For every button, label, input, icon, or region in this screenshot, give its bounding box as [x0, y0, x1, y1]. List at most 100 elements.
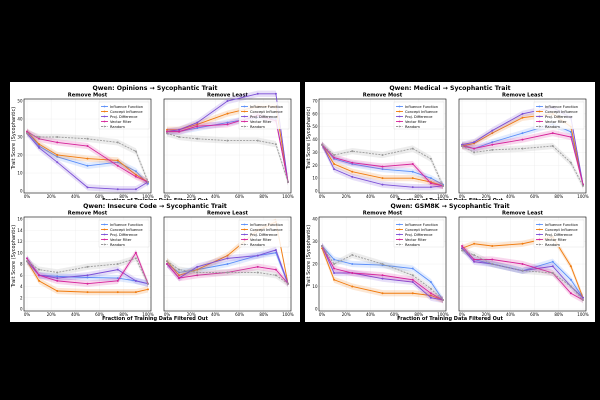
panel-frame — [163, 216, 292, 312]
x-tick-label: 20% — [342, 194, 351, 199]
data-point — [582, 296, 584, 299]
panel-subtitle: Remove Least — [207, 211, 249, 217]
data-point — [86, 145, 89, 147]
x-tick-label: 60% — [95, 194, 104, 199]
data-point — [491, 148, 494, 151]
chart-1: Qwen: Medical → Sycophantic Trait Trait S… — [305, 82, 595, 204]
confidence-band — [462, 245, 583, 301]
panel-frame — [458, 98, 587, 194]
data-point — [26, 132, 28, 135]
data-point — [134, 170, 137, 173]
legend-label: Random — [110, 243, 125, 247]
data-point — [26, 130, 28, 133]
data-point — [166, 260, 168, 263]
legend-label: Vector Filter — [405, 238, 427, 242]
legend-label: Influence Function — [405, 105, 438, 109]
data-point — [116, 159, 119, 162]
panel-frame — [318, 98, 447, 194]
confidence-band — [322, 242, 443, 304]
legend-label: Vector Filter — [110, 120, 132, 124]
data-point — [569, 278, 572, 281]
legend-marker — [538, 115, 541, 118]
x-tick-label: 0% — [164, 194, 171, 199]
legend-marker — [538, 243, 541, 246]
y-tick-label: 40 — [312, 137, 318, 142]
x-tick-label: 60% — [235, 312, 244, 317]
confidence-band — [462, 245, 583, 301]
data-point — [116, 164, 119, 167]
data-point — [381, 177, 384, 180]
legend-marker — [398, 125, 401, 128]
legend-label: Influence Function — [545, 105, 578, 109]
data-point — [256, 271, 259, 274]
x-tick-label: 60% — [95, 312, 104, 317]
data-point — [274, 268, 277, 271]
data-point — [333, 156, 336, 159]
legend-label: Random — [545, 125, 560, 129]
data-point — [134, 257, 137, 260]
data-point — [491, 141, 494, 144]
legend-label: Concept Influence — [250, 110, 283, 114]
data-point — [56, 141, 59, 144]
y-tick-label: 20 — [312, 262, 318, 267]
data-point — [569, 136, 572, 138]
data-point — [38, 274, 41, 277]
data-point — [351, 170, 354, 173]
data-point — [56, 271, 59, 274]
x-tick-label: 80% — [554, 194, 563, 199]
legend-marker — [103, 105, 106, 108]
data-point — [551, 145, 554, 147]
legend-marker — [103, 233, 106, 236]
data-point — [196, 268, 199, 271]
data-point — [166, 130, 168, 133]
legend-marker — [398, 105, 401, 108]
x-tick-label: 20% — [47, 312, 56, 317]
data-point — [411, 177, 414, 180]
data-point — [333, 168, 336, 171]
data-point — [287, 181, 289, 183]
data-point — [333, 263, 336, 265]
legend-marker — [398, 115, 401, 118]
legend-label: Concept Influence — [545, 228, 578, 232]
data-point — [38, 143, 41, 146]
x-tick-label: 20% — [187, 312, 196, 317]
x-axis-label: Fraction of Training Data Filtered Out — [102, 316, 208, 322]
data-point — [551, 272, 554, 274]
chart-title: Qwen: GSM8K → Sycophantic Trait — [390, 203, 509, 210]
data-point — [411, 267, 414, 270]
legend-marker — [243, 238, 246, 241]
legend-marker — [538, 110, 541, 113]
y-tick-label: 70 — [312, 99, 318, 104]
legend-marker — [103, 223, 106, 226]
data-point — [56, 161, 59, 164]
x-tick-label: 40% — [71, 312, 80, 317]
chart-2: Qwen: Insecure Code → Sycophantic Trait T… — [10, 200, 300, 322]
data-point — [381, 263, 384, 265]
legend-label: Proj. Difference — [110, 115, 138, 119]
legend-marker — [243, 115, 246, 118]
data-point — [351, 254, 354, 256]
legend-label: Concept Influence — [110, 110, 143, 114]
data-point — [551, 265, 554, 268]
x-tick-label: 40% — [211, 194, 220, 199]
data-point — [178, 274, 181, 277]
legend-marker — [538, 120, 541, 123]
data-point — [196, 265, 199, 268]
data-point — [429, 186, 432, 189]
chart-background — [10, 200, 300, 322]
panel-remove-least: Remove Least 0% 20% 40% 60% 80% 100% Influence … — [163, 90, 294, 199]
data-point — [147, 181, 149, 183]
data-point — [461, 245, 463, 247]
data-point — [569, 285, 572, 288]
legend-label: Random — [405, 125, 420, 129]
legend-label: Random — [250, 243, 265, 247]
confidence-band — [462, 247, 583, 304]
data-point — [461, 145, 463, 147]
legend-marker — [243, 120, 246, 123]
data-point — [134, 175, 137, 178]
legend-label: Proj. Difference — [405, 233, 433, 237]
data-point — [429, 157, 432, 160]
data-point — [178, 271, 181, 274]
legend-marker — [538, 223, 541, 226]
data-point — [196, 123, 199, 126]
